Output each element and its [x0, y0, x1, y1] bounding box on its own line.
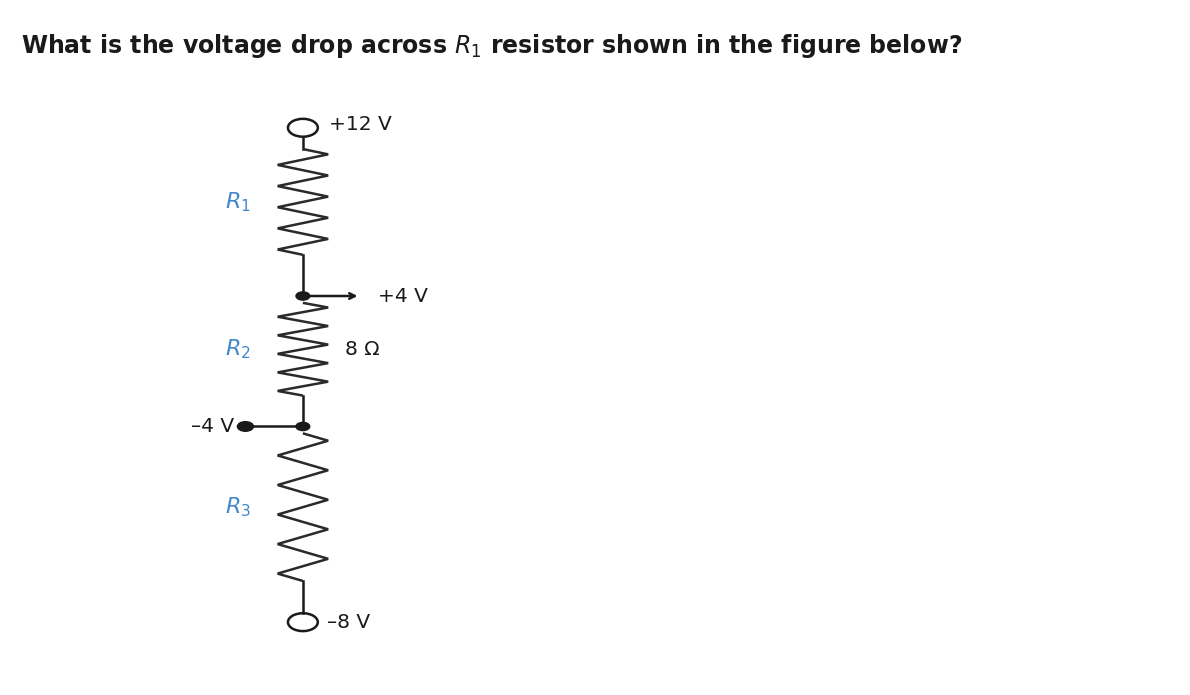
Text: $R_3$: $R_3$ — [225, 496, 251, 519]
Text: $R_1$: $R_1$ — [225, 190, 251, 214]
Text: What is the voltage drop across $R_1$ resistor shown in the figure below?: What is the voltage drop across $R_1$ re… — [21, 32, 963, 60]
Text: +4 V: +4 V — [377, 286, 427, 306]
Text: +12 V: +12 V — [330, 115, 392, 134]
Circle shape — [296, 292, 309, 300]
Text: –4 V: –4 V — [190, 417, 234, 436]
Text: 8 Ω: 8 Ω — [345, 340, 380, 359]
Circle shape — [237, 422, 253, 432]
Text: –8 V: –8 V — [327, 613, 370, 632]
Text: $R_2$: $R_2$ — [225, 337, 251, 361]
Circle shape — [296, 423, 309, 431]
